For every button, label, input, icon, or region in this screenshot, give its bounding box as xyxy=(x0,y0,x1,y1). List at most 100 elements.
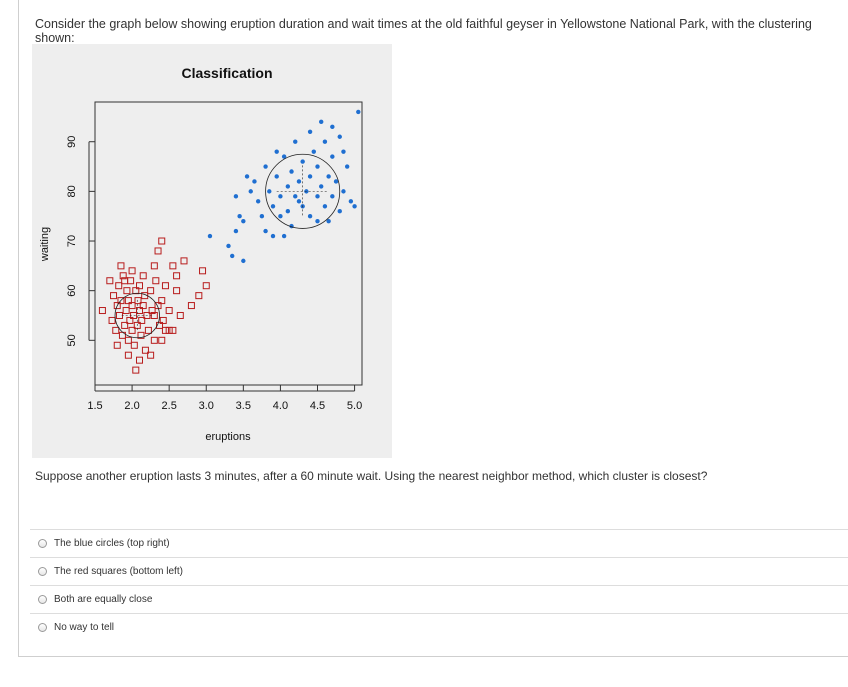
data-point-square xyxy=(173,272,181,280)
data-point-square xyxy=(165,307,173,315)
data-point-square xyxy=(169,262,177,270)
data-point-circle xyxy=(267,189,272,194)
data-point-circle xyxy=(285,209,291,214)
data-point-square xyxy=(119,272,127,280)
option-red-squares[interactable]: The red squares (bottom left) xyxy=(30,557,848,585)
data-point-square xyxy=(115,282,123,290)
data-point-circle xyxy=(300,159,305,164)
data-point-square xyxy=(117,262,125,270)
data-point-square xyxy=(144,326,152,334)
answer-options: The blue circles (top right) The red squ… xyxy=(30,529,848,641)
data-point-square xyxy=(113,302,121,310)
data-point-circle xyxy=(285,184,291,189)
data-point-circle xyxy=(233,228,239,234)
data-point-circle xyxy=(270,204,276,209)
data-point-square xyxy=(121,321,129,329)
data-point-circle xyxy=(241,258,246,264)
data-point-square xyxy=(158,336,166,344)
x-tick-label: 3.0 xyxy=(199,400,214,412)
data-point-circle xyxy=(274,174,279,179)
data-point-square xyxy=(106,277,114,285)
data-point-square xyxy=(187,302,195,310)
data-point-circle xyxy=(348,199,354,204)
data-point-square xyxy=(124,336,132,344)
x-tick-label: 4.0 xyxy=(273,400,288,412)
data-point-square xyxy=(154,247,162,255)
x-tick-label: 2.0 xyxy=(124,400,139,412)
data-point-square xyxy=(122,307,130,315)
x-tick-label: 5.0 xyxy=(347,400,362,412)
data-point-square xyxy=(117,297,125,305)
data-point-square xyxy=(139,302,147,310)
data-point-square xyxy=(141,346,149,354)
data-point-square xyxy=(128,267,136,275)
data-point-circle xyxy=(278,213,283,219)
data-point-circle xyxy=(319,184,324,189)
data-point-circle xyxy=(259,213,265,219)
content-frame xyxy=(18,0,848,657)
data-point-circle xyxy=(330,124,335,130)
radio-button[interactable] xyxy=(38,539,47,548)
data-point-circle xyxy=(322,139,328,144)
option-blue-circles[interactable]: The blue circles (top right) xyxy=(30,529,848,557)
data-point-square xyxy=(165,326,173,334)
data-point-circle xyxy=(263,164,268,169)
data-point-circle xyxy=(230,253,235,259)
cluster-outline xyxy=(114,292,160,339)
option-label: Both are equally close xyxy=(54,594,153,605)
data-point-square xyxy=(110,292,118,300)
data-point-square xyxy=(150,336,158,344)
data-point-square xyxy=(121,277,129,285)
data-point-square xyxy=(156,321,164,329)
data-point-square xyxy=(158,237,166,245)
y-tick-label: 70 xyxy=(66,235,78,247)
radio-button[interactable] xyxy=(38,567,47,576)
option-equally-close[interactable]: Both are equally close xyxy=(30,585,848,613)
option-label: The blue circles (top right) xyxy=(54,538,170,549)
data-point-circle xyxy=(307,129,313,134)
data-point-square xyxy=(199,267,207,275)
data-point-square xyxy=(147,287,155,295)
data-point-circle xyxy=(237,213,242,219)
data-point-square xyxy=(130,341,138,349)
data-point-square xyxy=(123,287,131,295)
data-point-square xyxy=(161,282,169,290)
data-point-square xyxy=(132,366,140,374)
data-point-circle xyxy=(270,233,276,239)
data-point-square xyxy=(124,351,132,359)
data-point-square xyxy=(137,331,145,339)
data-point-square xyxy=(126,316,134,324)
data-point-circle xyxy=(319,119,324,125)
option-no-way-to-tell[interactable]: No way to tell xyxy=(30,613,848,641)
data-point-circle xyxy=(281,233,287,239)
data-point-circle xyxy=(244,174,250,179)
data-point-circle xyxy=(315,194,320,199)
data-point-circle xyxy=(326,218,331,224)
data-point-circle xyxy=(207,233,213,239)
data-point-circle xyxy=(333,179,339,184)
data-point-square xyxy=(147,351,155,359)
data-point-square xyxy=(195,292,203,300)
radio-button[interactable] xyxy=(38,623,47,632)
data-point-square xyxy=(124,297,132,305)
data-point-circle xyxy=(341,189,346,194)
data-point-circle xyxy=(278,194,283,199)
data-point-circle xyxy=(307,213,313,219)
data-point-circle xyxy=(289,169,294,174)
y-tick-label: 90 xyxy=(66,136,78,148)
y-axis-label: waiting xyxy=(39,227,51,262)
data-point-square xyxy=(134,297,142,305)
data-point-square xyxy=(176,311,184,319)
data-point-square xyxy=(127,277,135,285)
x-tick-label: 2.5 xyxy=(162,400,177,412)
cluster-outline xyxy=(265,153,341,229)
data-point-square xyxy=(180,257,188,265)
data-point-square xyxy=(112,326,120,334)
data-point-circle xyxy=(344,164,350,169)
data-point-circle xyxy=(293,139,298,144)
data-point-square xyxy=(152,277,160,285)
data-point-circle xyxy=(356,109,361,115)
data-point-circle xyxy=(274,149,279,154)
radio-button[interactable] xyxy=(38,595,47,604)
data-point-circle xyxy=(315,218,320,224)
